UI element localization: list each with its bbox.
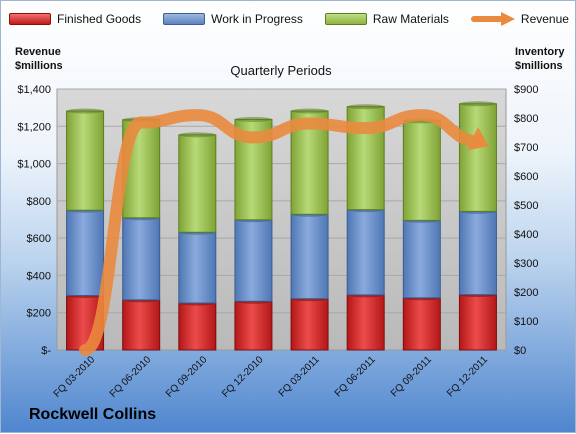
y-tick-left-label: $- <box>41 345 51 357</box>
y-tick-right-label: $600 <box>514 171 538 183</box>
bar-work-in-progress <box>347 210 384 295</box>
bar-finished-goods <box>459 295 496 350</box>
x-tick-label: FQ 12-2011 <box>445 354 490 399</box>
y-tick-left-label: $1,400 <box>17 84 51 96</box>
x-tick-label: FQ 12-2010 <box>220 354 266 400</box>
bar-raw-materials-cap <box>67 109 104 114</box>
bar-finished-goods <box>291 299 328 350</box>
x-tick-label: FQ 09-2010 <box>164 354 210 400</box>
bar-finished-goods <box>403 298 440 350</box>
y-tick-right-label: $200 <box>514 287 538 299</box>
y-tick-right-label: $0 <box>514 345 526 357</box>
y-tick-right-label: $800 <box>514 113 538 125</box>
bar-raw-materials-cap <box>347 104 384 109</box>
y-tick-left-label: $800 <box>27 196 51 208</box>
bar-work-in-progress <box>67 210 104 295</box>
bar-raw-materials-cap <box>235 117 272 122</box>
y-tick-right-label: $700 <box>514 142 538 154</box>
company-name: Rockwell Collins <box>29 406 156 424</box>
y-tick-left-label: $600 <box>27 233 51 245</box>
chart-title: Quarterly Periods <box>141 63 421 78</box>
bar-work-in-progress <box>123 218 160 300</box>
bar-raw-materials <box>403 121 440 220</box>
x-tick-label: FQ 09-2011 <box>389 354 434 399</box>
bar-work-in-progress <box>403 220 440 297</box>
bar-finished-goods <box>123 300 160 350</box>
bar-finished-goods <box>235 301 272 350</box>
y-tick-left-label: $1,200 <box>17 121 51 133</box>
bar-finished-goods <box>179 303 216 350</box>
y-tick-right-label: $500 <box>514 200 538 212</box>
bar-finished-goods <box>347 295 384 350</box>
x-tick-label: FQ 03-2011 <box>277 354 322 399</box>
x-tick-label: FQ 06-2011 <box>333 354 378 399</box>
y-tick-right-label: $300 <box>514 258 538 270</box>
bar-work-in-progress <box>459 211 496 294</box>
bar-raw-materials <box>179 135 216 232</box>
x-tick-label: FQ 03-2010 <box>52 354 98 400</box>
bar-raw-materials <box>67 111 104 210</box>
bar-work-in-progress <box>291 214 328 298</box>
y-axis-left-ticks: $- $200 $400 $600 $800 $1,000 $1,200 $1,400 <box>17 84 51 357</box>
y-tick-left-label: $1,000 <box>17 159 51 171</box>
bar-work-in-progress <box>235 220 272 301</box>
y-axis-right-ticks: $0 $100 $200 $300 $400 $500 $600 $700 $800 $900 <box>514 84 538 357</box>
y-tick-left-label: $200 <box>27 308 51 320</box>
bar-raw-materials-cap <box>291 109 328 114</box>
y-tick-left-label: $400 <box>27 270 51 282</box>
bar-raw-materials-cap <box>459 101 496 106</box>
bar-raw-materials-cap <box>179 132 216 137</box>
bar-raw-materials <box>459 104 496 212</box>
y-tick-right-label: $400 <box>514 229 538 241</box>
y-tick-right-label: $900 <box>514 84 538 96</box>
x-tick-label: FQ 06-2010 <box>108 354 154 400</box>
bar-work-in-progress <box>179 232 216 303</box>
y-tick-right-label: $100 <box>514 316 538 328</box>
